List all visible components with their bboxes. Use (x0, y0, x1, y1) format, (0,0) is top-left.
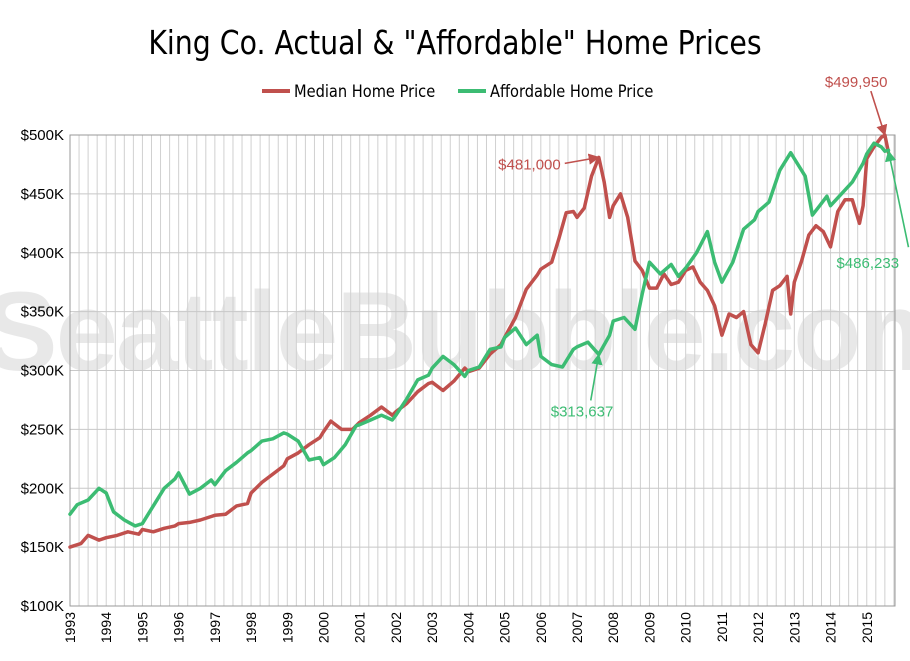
x-tick-label: 1996 (171, 612, 187, 643)
y-tick-label: $250K (21, 421, 64, 438)
y-tick-label: $200K (21, 480, 64, 497)
x-axis: 1993 1994 1995 1996 1997 1998 1999 2000 2001 2002… (62, 612, 875, 643)
annotation-label: $486,233 (836, 255, 899, 272)
x-tick-label: 2013 (786, 612, 802, 643)
x-tick-label: 1993 (62, 612, 78, 643)
legend-label-affordable: Affordable Home Price (490, 81, 653, 101)
x-tick-label: 2003 (424, 612, 440, 643)
series-lines (68, 133, 891, 549)
x-tick-label: 2004 (460, 612, 476, 643)
y-tick-label: $100K (21, 598, 64, 615)
x-tick-label: 2009 (641, 612, 657, 643)
annotation-arrow (564, 153, 600, 165)
x-tick-label: 2010 (678, 612, 694, 643)
x-tick-label: 2001 (352, 612, 368, 643)
x-tick-label: 1994 (98, 612, 114, 643)
x-tick-label: 1999 (279, 612, 295, 643)
annotation-arrow (885, 150, 910, 248)
annotation-arrow (870, 90, 888, 137)
grid (69, 134, 895, 607)
y-tick-label: $450K (21, 186, 64, 203)
legend-label-median: Median Home Price (294, 81, 435, 101)
y-tick-label: $350K (21, 304, 64, 321)
x-tick-label: 2015 (859, 612, 875, 643)
plot-area-border (69, 134, 896, 607)
y-tick-label: $150K (21, 539, 64, 556)
affordable-home-price-line (68, 141, 891, 528)
x-tick-label: 1995 (134, 612, 150, 643)
y-axis: $100K $150K $200K $250K $300K $350K $400K $450K… (21, 127, 64, 615)
y-tick-label: $500K (21, 127, 64, 144)
annotation-label: $313,637 (551, 403, 614, 420)
annotations: $499,950 $481,000 $486,233 $313,637 (498, 74, 910, 420)
x-tick-label: 2002 (388, 612, 404, 643)
x-tick-label: 2000 (316, 612, 332, 643)
x-tick-label: 2011 (714, 612, 730, 642)
annotation-label: $481,000 (498, 156, 561, 173)
x-tick-label: 2008 (605, 612, 621, 643)
legend: Median Home Price Affordable Home Price (262, 81, 653, 101)
median-home-price-line (68, 133, 891, 549)
x-tick-label: 2005 (497, 612, 513, 643)
annotation-arrow (589, 353, 603, 401)
x-tick-label: 1998 (243, 612, 259, 643)
x-tick-label: 2006 (533, 612, 549, 643)
y-tick-label: $400K (21, 245, 64, 262)
x-tick-label: 2014 (823, 612, 839, 643)
x-tick-label: 2012 (750, 612, 766, 643)
x-tick-label: 2007 (569, 612, 585, 643)
x-tick-label: 1997 (207, 612, 223, 643)
y-tick-label: $300K (21, 363, 64, 380)
chart-title: King Co. Actual & "Affordable" Home Pric… (148, 24, 761, 63)
annotation-label: $499,950 (825, 74, 888, 91)
